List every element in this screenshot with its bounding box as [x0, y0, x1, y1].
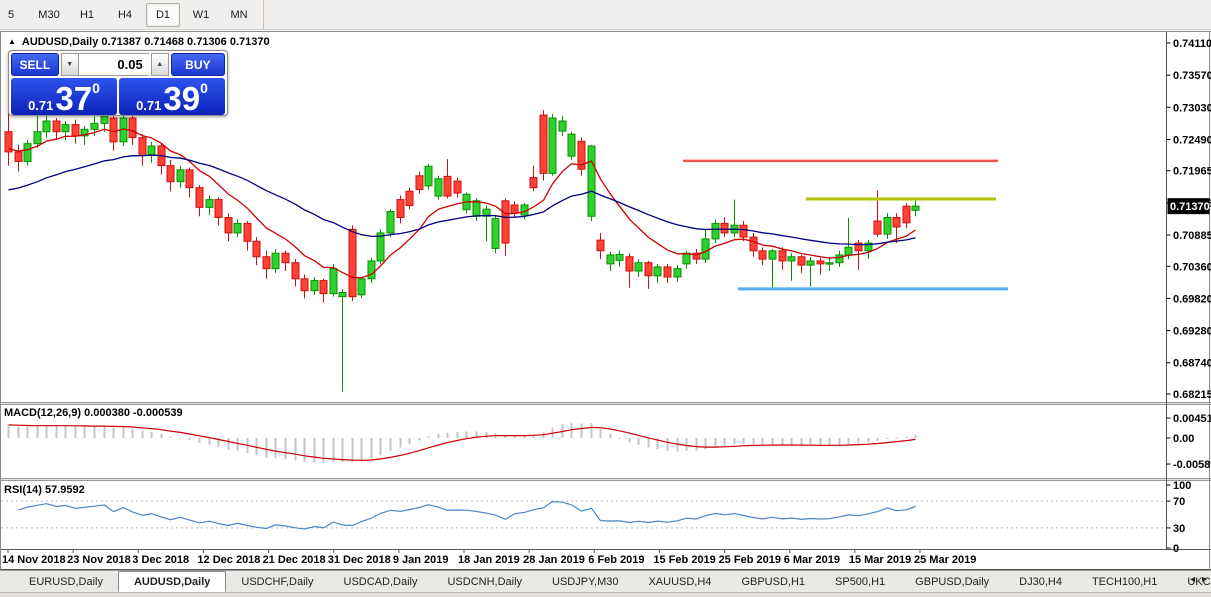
- volume-increase-button[interactable]: ▲: [150, 53, 169, 76]
- macd-signal-line: [8, 424, 916, 461]
- date-axis-label: 6 Feb 2019: [588, 554, 644, 566]
- pane-divider-2[interactable]: [0, 478, 1211, 481]
- chart-window: 0.741100.735700.730300.724900.719650.714…: [0, 31, 1211, 571]
- timeframe-button-mn[interactable]: MN: [230, 8, 248, 21]
- tabs-scroll-left-icon[interactable]: ◂: [1190, 574, 1196, 585]
- timeframe-button-w1[interactable]: W1: [192, 8, 210, 21]
- buy-price-main: 39: [163, 79, 201, 117]
- sell-price-pipette: 0: [92, 80, 100, 96]
- moving-averages: [8, 128, 916, 279]
- chart-ohlc-values: 0.71387 0.71468 0.71306 0.71370: [101, 36, 270, 48]
- price-axis: 0.741100.735700.730300.724900.719650.714…: [1166, 38, 1211, 401]
- tab-scroll-arrows: ◂ ▸: [1186, 574, 1207, 585]
- sell-price-prefix: 0.71: [28, 98, 54, 113]
- collapse-trade-panel-icon[interactable]: ▲: [8, 37, 16, 46]
- chart-tab-xauusd-h4[interactable]: XAUUSD,H4: [648, 575, 712, 588]
- chart-tab-usdcnh-daily[interactable]: USDCNH,Daily: [447, 575, 523, 588]
- date-axis-label: 9 Jan 2019: [393, 554, 449, 566]
- chart-title: ▲ AUDUSD,Daily 0.71387 0.71468 0.71306 0.…: [8, 36, 270, 48]
- price-axis-label: 0.70360: [1173, 261, 1211, 273]
- date-axis-label: 23 Nov 2018: [67, 554, 131, 566]
- rsi-axis-label: 30: [1173, 523, 1185, 535]
- timeframe-button-5[interactable]: 5: [7, 8, 15, 21]
- one-click-trading-panel: SELL ▼ ▲ BUY 0.71 37 0 0.71 39 0: [8, 50, 228, 116]
- chart-tab-usdchf-daily[interactable]: USDCHF,Daily: [241, 575, 314, 588]
- macd-axis-label: 0.004517: [1173, 413, 1211, 425]
- timeframe-button-h4[interactable]: H4: [117, 8, 133, 21]
- current-price-tag: [1167, 198, 1210, 215]
- toolbar-separator: [263, 0, 264, 30]
- candles-series: [4, 109, 920, 392]
- date-axis-label: 6 Mar 2019: [784, 554, 840, 566]
- buy-price-button[interactable]: 0.71 39 0: [119, 78, 225, 115]
- buy-price-prefix: 0.71: [136, 98, 162, 113]
- buy-price-pipette: 0: [200, 80, 208, 96]
- horizontal-lines[interactable]: [683, 159, 1008, 291]
- date-axis-label: 25 Mar 2019: [914, 554, 976, 566]
- date-axis-label: 12 Dec 2018: [197, 554, 260, 566]
- chart-tab-eurusd-daily[interactable]: EURUSD,Daily: [29, 575, 103, 588]
- ma-fast: [8, 128, 916, 279]
- chart-tab-audusd-daily[interactable]: AUDUSD,Daily: [117, 571, 227, 592]
- chart-tab-usdcad-daily[interactable]: USDCAD,Daily: [343, 575, 418, 588]
- chart-tab-ukc[interactable]: UKC: [1187, 575, 1211, 588]
- chart-symbol-label: AUDUSD,Daily: [21, 36, 99, 48]
- date-axis-label: 18 Jan 2019: [458, 554, 520, 566]
- rsi-axis-label: 70: [1173, 496, 1185, 508]
- chart-tabs-bar: EURUSD,Daily AUDUSD,Daily USDCHF,Daily USDC…: [0, 570, 1211, 597]
- price-axis-label: 0.73570: [1173, 70, 1211, 82]
- date-axis-label: 28 Jan 2019: [523, 554, 585, 566]
- buy-button[interactable]: BUY: [170, 53, 226, 76]
- price-axis-label: 0.68215: [1173, 389, 1211, 401]
- chart-canvas[interactable]: 0.741100.735700.730300.724900.719650.714…: [0, 32, 1211, 571]
- chart-tab-gbpusd-h1[interactable]: GBPUSD,H1: [741, 575, 806, 588]
- tabs-scroll-right-icon[interactable]: ▸: [1201, 574, 1207, 585]
- timeframe-button-d1[interactable]: D1: [146, 2, 180, 27]
- date-axis-label: 25 Feb 2019: [719, 554, 781, 566]
- price-axis-label: 0.74110: [1173, 38, 1211, 50]
- date-axis-label: 3 Dec 2018: [132, 554, 189, 566]
- volume-decrease-button[interactable]: ▼: [60, 53, 79, 76]
- price-axis-label: 0.69820: [1173, 293, 1211, 305]
- chart-tab-sp500-h1[interactable]: SP500,H1: [835, 575, 886, 588]
- price-axis-label: 0.72490: [1173, 134, 1211, 146]
- macd-indicator-label: MACD(12,26,9) 0.000380 -0.000539: [4, 407, 183, 419]
- chart-tab-tech100-h1[interactable]: TECH100,H1: [1091, 575, 1158, 588]
- chart-tab-dj30-h4[interactable]: DJ30,H4: [1019, 575, 1062, 588]
- sell-price-button[interactable]: 0.71 37 0: [11, 78, 117, 115]
- timeframe-button-m30[interactable]: M30: [38, 8, 60, 21]
- rsi-indicator-label: RSI(14) 57.9592: [4, 484, 85, 496]
- date-axis-label: 15 Mar 2019: [849, 554, 911, 566]
- date-axis: 14 Nov 2018 23 Nov 2018 3 Dec 2018 12 Dec 2…: [2, 550, 976, 566]
- price-axis-label: 0.69280: [1173, 326, 1211, 338]
- sell-price-main: 37: [55, 79, 93, 117]
- pane-divider-1[interactable]: [0, 402, 1211, 405]
- date-axis-label: 21 Dec 2018: [263, 554, 326, 566]
- macd-axis-label: 0.00: [1173, 433, 1194, 445]
- macd-axis-label: -0.005899: [1173, 459, 1211, 471]
- rsi-axis-label: 100: [1173, 480, 1191, 492]
- timeframe-toolbar: 5 M30 H1 H4 D1 W1 MN: [0, 0, 1211, 30]
- price-axis-label: 0.73030: [1173, 102, 1211, 114]
- chart-tab-usdjpy-m30[interactable]: USDJPY,M30: [552, 575, 619, 588]
- date-axis-label: 14 Nov 2018: [2, 554, 66, 566]
- rsi-axis-label: 0: [1173, 543, 1179, 555]
- price-axis-label: 0.71965: [1173, 166, 1211, 178]
- current-price-label: 0.71370: [1170, 201, 1210, 213]
- date-axis-label: 31 Dec 2018: [328, 554, 391, 566]
- rsi-panel: [1, 500, 1166, 530]
- date-axis-label: 15 Feb 2019: [653, 554, 715, 566]
- tabbar-bottom-strip: [0, 592, 1211, 597]
- sell-button[interactable]: SELL: [11, 53, 59, 76]
- price-axis-label: 0.68740: [1173, 358, 1211, 370]
- volume-input[interactable]: [78, 53, 149, 76]
- chart-tab-gbpusd-daily[interactable]: GBPUSD,Daily: [915, 575, 990, 588]
- timeframe-button-h1[interactable]: H1: [79, 8, 95, 21]
- ma-slow: [8, 154, 916, 246]
- price-axis-label: 0.70885: [1173, 230, 1211, 242]
- macd-panel: [7, 422, 917, 464]
- rsi-line: [18, 500, 916, 530]
